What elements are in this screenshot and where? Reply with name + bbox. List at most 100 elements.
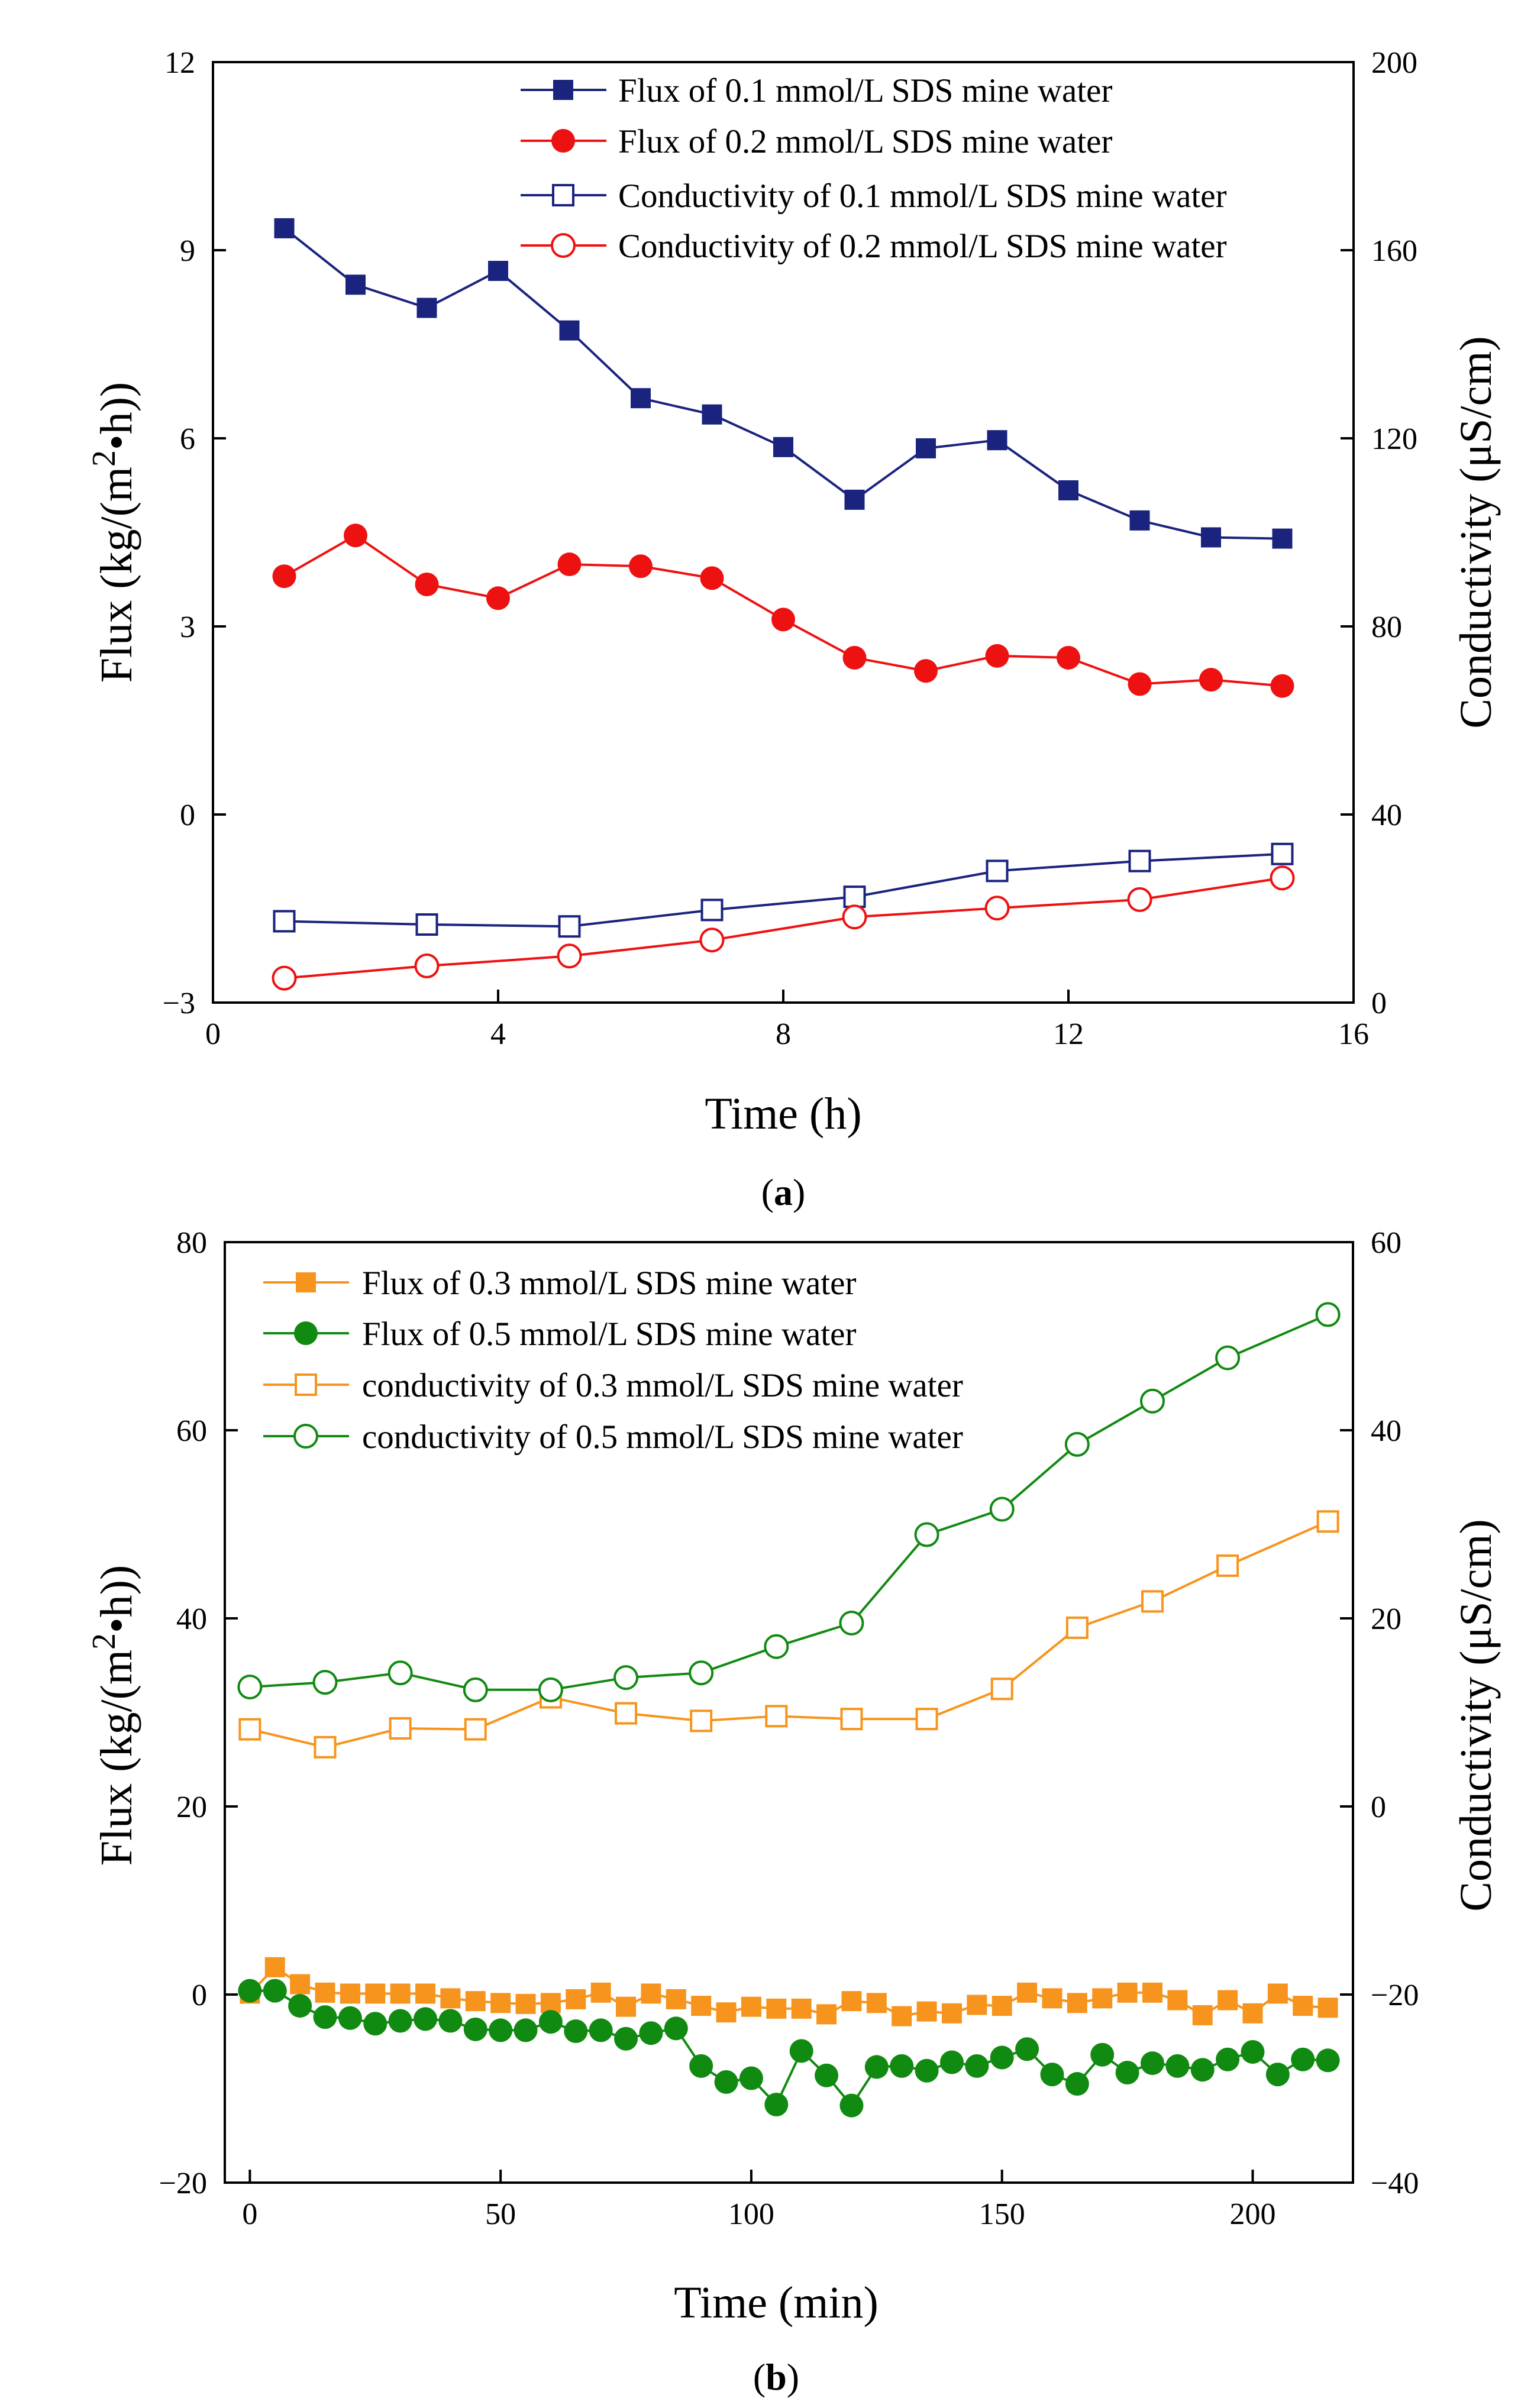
data-point-a-1-8 [842, 646, 867, 670]
data-point-b-1-34 [1090, 2042, 1115, 2067]
legend-label-b-2: conductivity of 0.3 mmol/L SDS mine wate… [362, 1367, 963, 1404]
series-b-1 [238, 1979, 1340, 2118]
data-point-b-1-42 [1291, 2047, 1315, 2071]
data-point-a-1-1 [344, 523, 367, 548]
data-point-b-0-17 [666, 1989, 686, 2009]
data-point-b-1-22 [789, 2039, 813, 2063]
data-point-b-0-2 [290, 1974, 311, 1995]
data-point-b-1-38 [1190, 2058, 1215, 2082]
data-point-b-1-17 [664, 2016, 688, 2041]
data-point-b-0-34 [1092, 1988, 1113, 2009]
data-point-b-0-32 [1042, 1988, 1063, 2009]
data-point-b-1-18 [689, 2054, 713, 2078]
data-point-b-1-43 [1316, 2048, 1340, 2073]
data-point-a-0-6 [702, 404, 722, 425]
data-point-b-0-20 [741, 1996, 761, 2017]
data-point-b-0-24 [841, 1991, 862, 2012]
series-b-3 [237, 1302, 1341, 1702]
series-a-2 [273, 842, 1294, 938]
tick-marks-a [212, 61, 1355, 1004]
data-point-b-0-21 [766, 1998, 787, 2019]
data-point-a-0-1 [345, 274, 366, 295]
data-point-b-2-8 [840, 1708, 863, 1731]
data-point-b-0-22 [791, 1998, 812, 2019]
legend-label-a-0: Flux of 0.1 mmol/L SDS mine water [618, 72, 1112, 109]
data-point-b-2-10 [990, 1677, 1013, 1701]
data-point-a-1-3 [486, 586, 510, 610]
series-line-a-2 [284, 852, 1283, 928]
data-point-b-1-9 [463, 2017, 487, 2041]
data-point-b-3-0 [237, 1675, 263, 1700]
legend-item-b-0: Flux of 0.3 mmol/L SDS mine water [263, 1265, 856, 1302]
legend-item-a-3: Conductivity of 0.2 mmol/L SDS mine wate… [521, 228, 1227, 265]
data-point-b-1-20 [739, 2066, 763, 2090]
data-point-b-0-18 [691, 1996, 712, 2016]
data-point-b-3-13 [1215, 1345, 1241, 1371]
data-point-b-3-2 [387, 1660, 413, 1686]
data-point-b-0-31 [1017, 1982, 1038, 2003]
data-point-a-0-5 [631, 388, 651, 409]
data-point-a-1-13 [1199, 668, 1223, 692]
legend-label-b-1: Flux of 0.5 mmol/L SDS mine water [362, 1315, 856, 1353]
y2-tick-label-a-0: 0 [1371, 987, 1387, 1020]
data-point-b-2-14 [1316, 1510, 1339, 1533]
data-point-b-0-16 [641, 1983, 661, 2004]
data-point-b-0-28 [941, 2003, 962, 2024]
data-point-a-3-3 [699, 927, 725, 953]
data-point-b-0-39 [1217, 1990, 1238, 2011]
data-point-b-1-8 [438, 2009, 463, 2033]
data-point-b-1-4 [338, 2006, 362, 2030]
y2-axis-title-b: Conductivity (μS/cm) [1451, 1519, 1501, 1911]
data-point-b-1-32 [1040, 2063, 1064, 2087]
y-tick-label-b-4: 60 [176, 1414, 207, 1448]
x-tick-label-a-3: 12 [1053, 1017, 1084, 1051]
data-point-b-0-9 [465, 1991, 486, 2012]
data-point-b-0-13 [566, 1989, 586, 2009]
data-point-b-2-11 [1065, 1616, 1089, 1639]
data-point-b-0-37 [1167, 1990, 1188, 2011]
x-axis-title-b: Time (min) [674, 2278, 879, 2328]
data-point-b-3-6 [689, 1660, 714, 1686]
data-point-b-2-7 [765, 1705, 788, 1728]
data-point-a-1-2 [415, 572, 439, 596]
data-point-b-1-31 [1015, 2037, 1039, 2061]
data-point-b-1-25 [864, 2055, 889, 2079]
data-point-b-3-12 [1139, 1388, 1165, 1414]
data-point-a-0-14 [1272, 528, 1293, 549]
data-point-b-0-10 [490, 1993, 511, 2013]
series-line-a-3 [284, 877, 1283, 980]
legend-item-a-2: Conductivity of 0.1 mmol/L SDS mine wate… [521, 177, 1227, 215]
data-point-b-1-11 [514, 2018, 538, 2042]
data-point-b-0-15 [616, 1996, 637, 2017]
data-point-a-2-3 [700, 898, 724, 922]
data-point-b-1-37 [1165, 2054, 1190, 2078]
data-point-a-3-7 [1270, 865, 1295, 891]
data-point-a-1-10 [985, 644, 1009, 668]
data-point-b-3-5 [613, 1665, 639, 1691]
data-point-a-0-9 [916, 438, 936, 458]
data-point-b-0-12 [540, 1993, 561, 2013]
data-point-a-0-3 [488, 260, 508, 281]
data-point-a-2-0 [273, 910, 296, 933]
data-point-a-3-4 [842, 904, 867, 930]
data-point-b-2-12 [1141, 1590, 1164, 1613]
data-point-b-1-21 [764, 2093, 789, 2117]
data-point-a-0-8 [844, 489, 865, 510]
data-point-b-0-41 [1267, 1983, 1288, 2004]
data-point-a-1-7 [771, 607, 795, 632]
data-point-b-0-6 [390, 1983, 411, 2004]
y-tick-label-b-3: 40 [176, 1602, 207, 1636]
data-point-b-1-35 [1115, 2060, 1139, 2084]
data-point-b-2-0 [238, 1718, 261, 1741]
data-point-b-1-13 [564, 2019, 588, 2044]
y-tick-label-a-1: 0 [180, 799, 195, 832]
data-point-b-1-24 [839, 2093, 864, 2118]
data-point-b-2-6 [690, 1709, 713, 1733]
data-point-a-2-5 [986, 859, 1009, 883]
data-point-a-1-0 [272, 564, 296, 589]
y-tick-label-a-3: 6 [180, 422, 195, 456]
legend-label-a-3: Conductivity of 0.2 mmol/L SDS mine wate… [618, 228, 1227, 265]
y2-tick-label-b-4: 40 [1371, 1414, 1401, 1448]
data-point-b-0-33 [1067, 1993, 1087, 2013]
